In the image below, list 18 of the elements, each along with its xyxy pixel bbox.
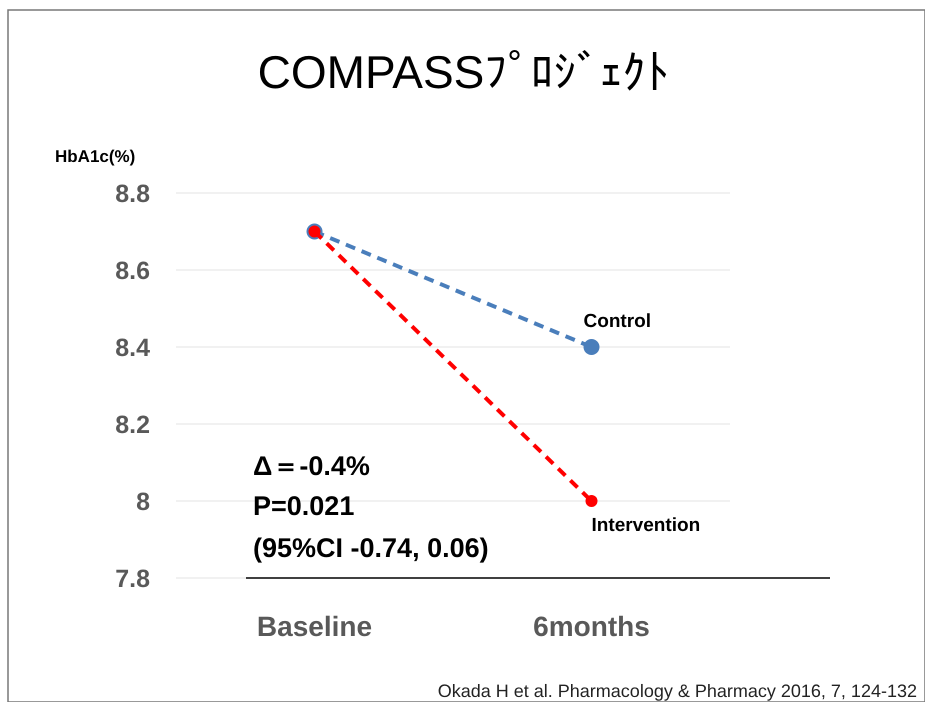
annotation: P=0.021 [253, 491, 354, 521]
y-tick-label: 8.8 [115, 180, 150, 208]
y-axis-title: HbA1c(%) [55, 147, 136, 166]
series-label: Control [584, 311, 652, 332]
point [586, 495, 598, 507]
x-tick-label: Baseline [256, 611, 372, 642]
y-tick-label: 8.6 [115, 257, 150, 285]
annotation: Δ＝-0.4% [253, 451, 370, 481]
point [584, 339, 600, 355]
text: Okada H et al. Pharmacology & Pharmacy 2016, 7, 124-132 [438, 681, 917, 701]
y-tick-label: 8 [136, 488, 150, 516]
y-tick-label: 8.2 [115, 411, 150, 439]
x-tick-label: 6months [533, 611, 650, 642]
y-tick-label: 8.4 [115, 334, 150, 362]
chart-title: COMPASSﾌﾟﾛｼﾞｪｸﾄ [258, 46, 668, 98]
series-label: Intervention [592, 515, 700, 536]
y-tick-label: 7.8 [115, 565, 150, 593]
annotation: (95%CI -0.74, 0.06) [253, 533, 489, 563]
